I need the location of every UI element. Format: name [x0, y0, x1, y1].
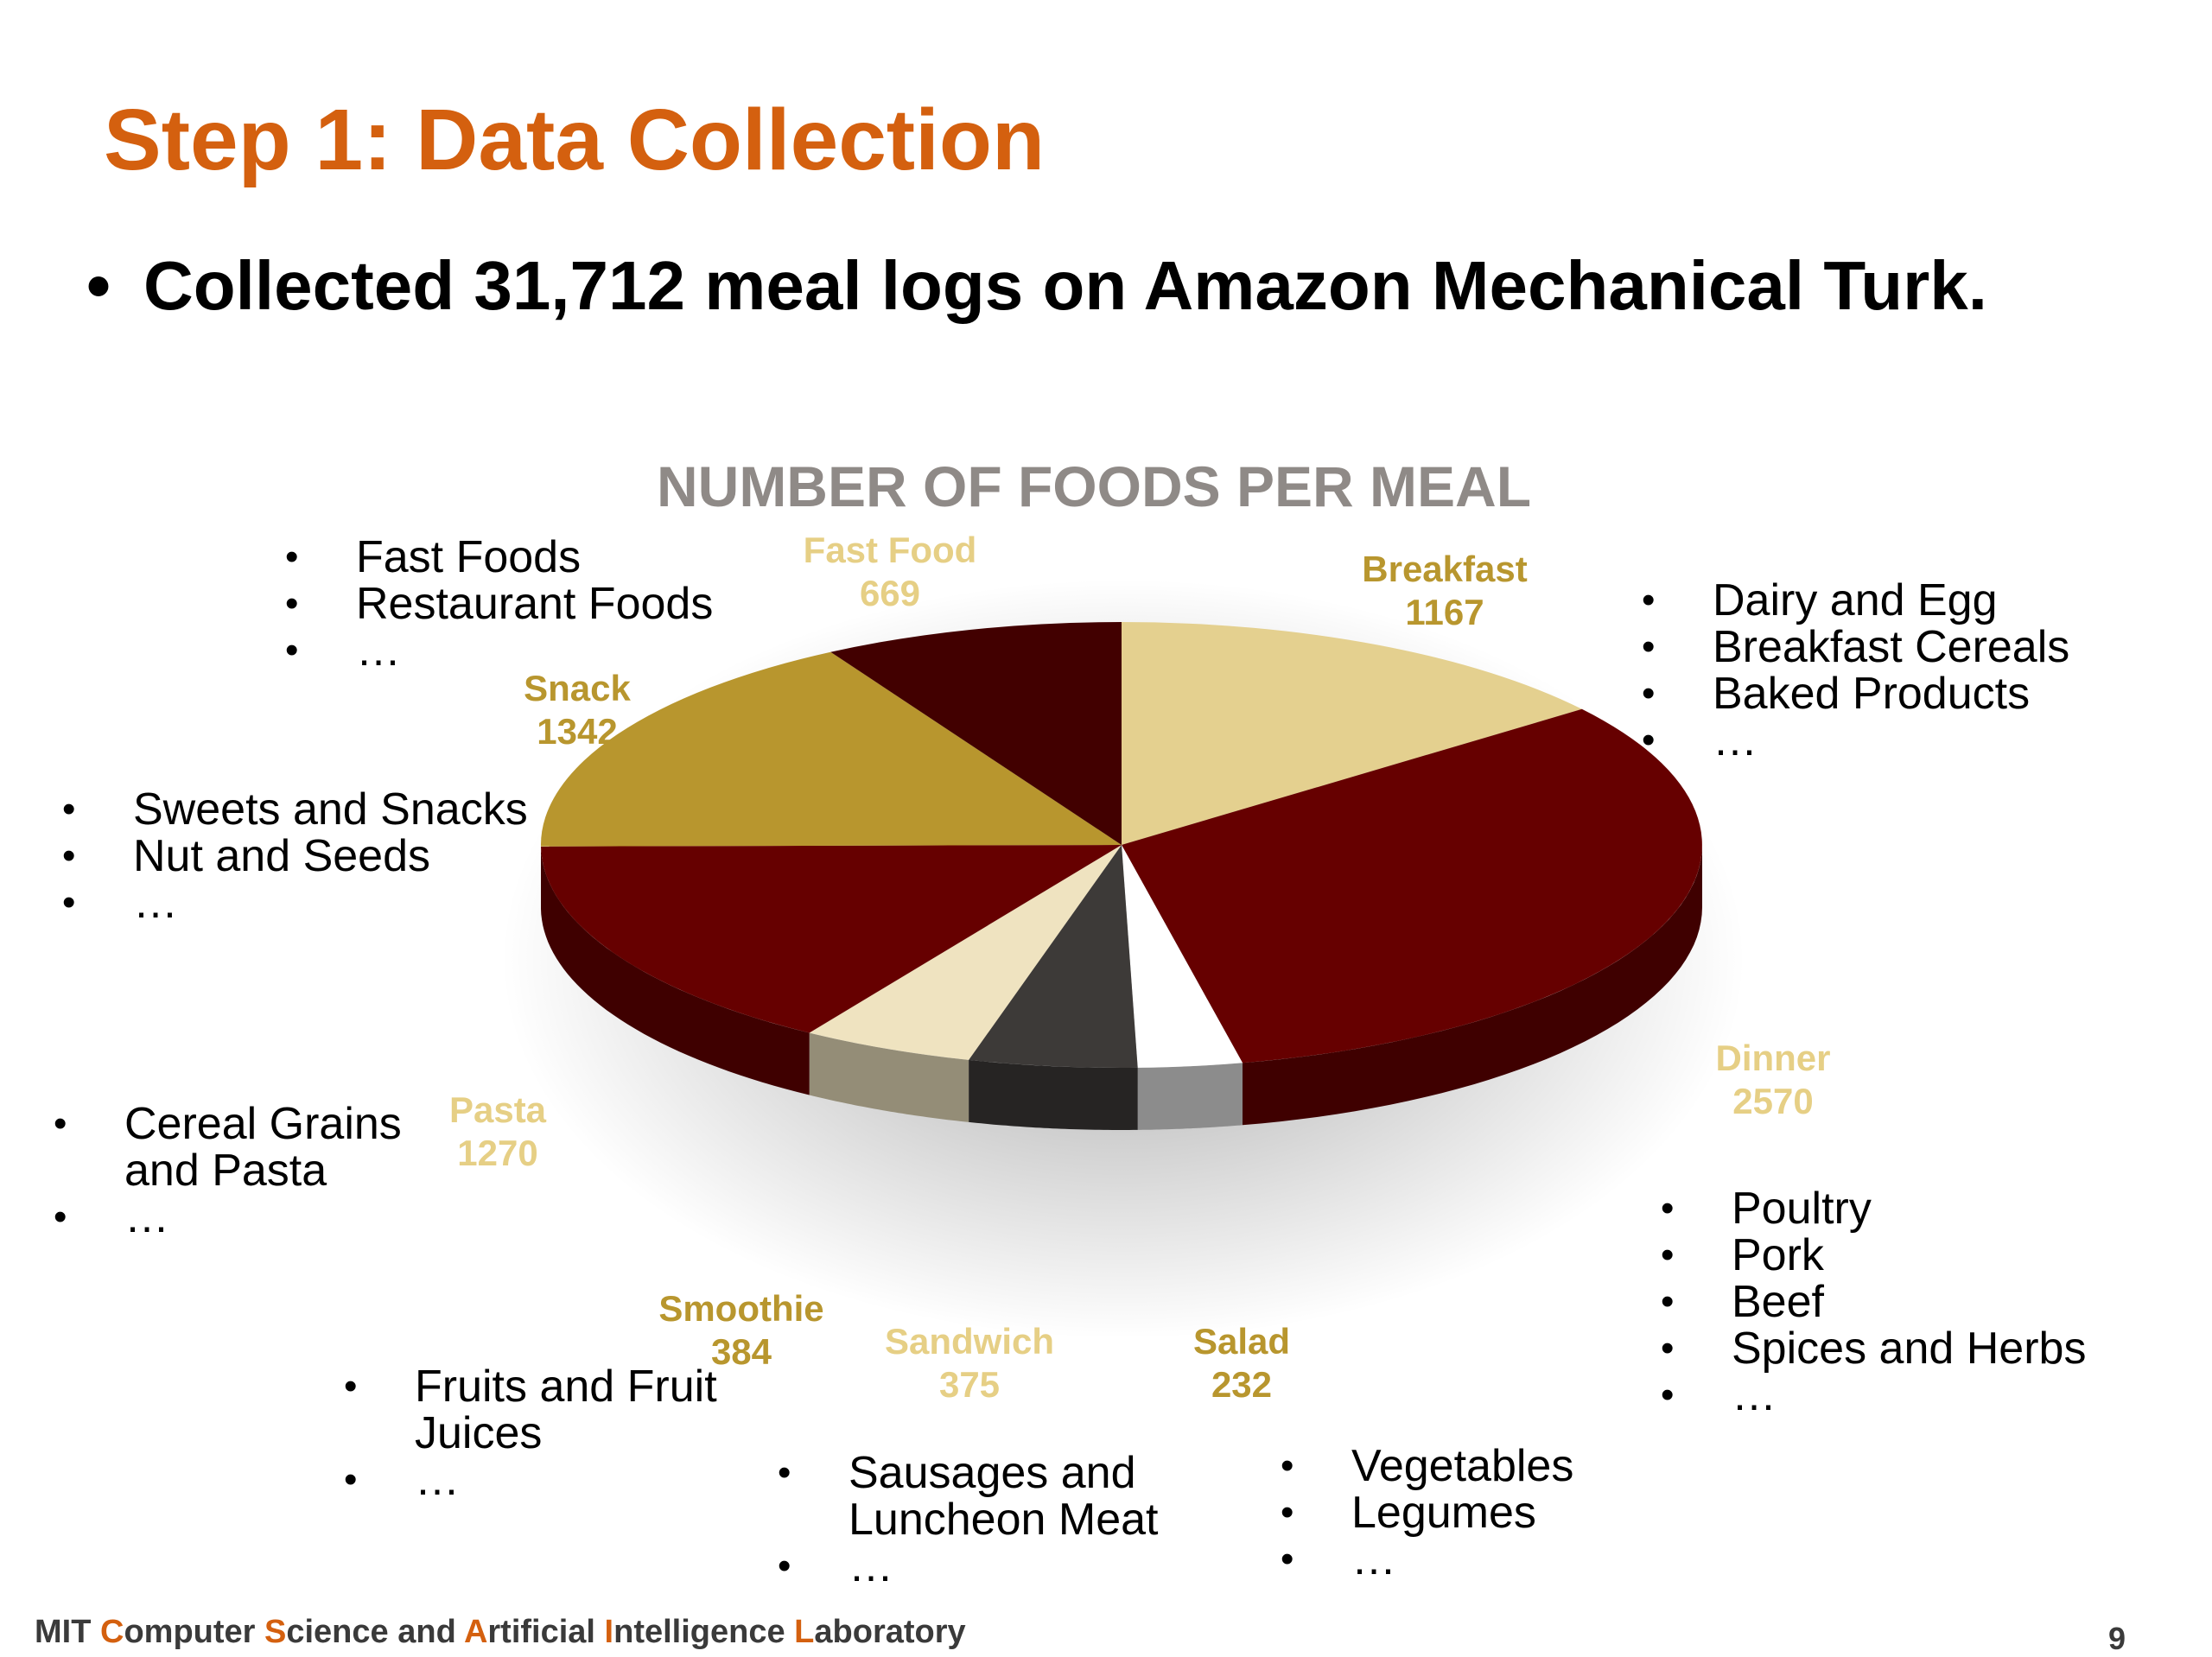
pie-slice-sandwich	[969, 845, 1138, 1068]
footer-text: rtificial	[487, 1614, 605, 1650]
note-smoothie: Fruits and Fruit Juices …	[344, 1363, 726, 1503]
note-item: Cereal Grains and Pasta	[54, 1101, 418, 1194]
note-item: Fruits and Fruit Juices	[344, 1363, 726, 1457]
note-item: Restaurant Foods	[285, 581, 713, 627]
note-item: …	[285, 627, 713, 674]
footer-text: ntelligence	[613, 1614, 795, 1650]
note-dinner: Poultry Pork Beef Spices and Herbs …	[1661, 1185, 2086, 1419]
slice-label-breakfast: Breakfast 1167	[1362, 548, 1527, 634]
slice-label-value: 1270	[457, 1133, 538, 1173]
footer-accent-letter: A	[463, 1614, 488, 1650]
note-item: Legumes	[1281, 1489, 1573, 1536]
note-snack: Sweets and Snacks Nut and Seeds …	[62, 786, 528, 926]
note-item: Vegetables	[1281, 1443, 1573, 1489]
note-salad: Vegetables Legumes …	[1281, 1443, 1573, 1583]
note-sandwich: Sausages and Luncheon Meat …	[778, 1450, 1185, 1590]
footer-text: MIT	[35, 1614, 100, 1650]
pie-slice-snack	[540, 651, 1122, 847]
slice-label-salad: Salad 232	[1193, 1320, 1290, 1406]
slice-label-value: 1342	[537, 711, 618, 752]
headline-bullet: • Collected 31,712 meal logs on Amazon Me…	[86, 246, 1987, 326]
note-item: Sausages and Luncheon Meat	[778, 1450, 1185, 1543]
bullet-dot: •	[86, 247, 111, 324]
pie-side-smoothie	[809, 1032, 969, 1122]
page-number: 9	[2107, 1621, 2126, 1656]
note-item: Breakfast Cereals	[1642, 624, 2069, 670]
pie-tops	[540, 622, 1702, 1068]
slice-label-name: Sandwich	[884, 1321, 1055, 1362]
footer-accent-letter: C	[99, 1614, 124, 1650]
note-item: Fast Foods	[285, 534, 713, 581]
note-item: Dairy and Egg	[1642, 577, 2069, 624]
footer-text: cience and	[286, 1614, 464, 1650]
headline-text: Collected 31,712 meal logs on Amazon Mec…	[143, 247, 1987, 324]
pie-slice-salad	[1122, 845, 1243, 1068]
note-item: …	[344, 1457, 726, 1503]
chart-title: NUMBER OF FOODS PER MEAL	[657, 454, 1532, 518]
note-fast-food: Fast Foods Restaurant Foods …	[285, 534, 713, 674]
footer-lab-name: MIT Computer Science and Artificial Inte…	[35, 1614, 966, 1651]
pie-side-sandwich	[969, 1059, 1138, 1130]
note-item: …	[62, 879, 528, 926]
slice-label-value: 669	[859, 573, 921, 613]
slice-label-name: Dinner	[1715, 1038, 1831, 1078]
slice-label-value: 2570	[1732, 1081, 1814, 1121]
note-item: …	[1281, 1536, 1573, 1583]
slice-label-value: 1167	[1405, 592, 1484, 632]
note-pasta: Cereal Grains and Pasta …	[54, 1101, 418, 1241]
note-item: …	[1642, 717, 2069, 764]
slice-label-dinner: Dinner 2570	[1715, 1037, 1830, 1123]
footer-accent-letter: L	[794, 1614, 815, 1650]
slice-label-value: 232	[1211, 1364, 1273, 1405]
slice-label-name: Smoothie	[658, 1288, 824, 1329]
footer-accent-letter: I	[604, 1614, 614, 1650]
pie-side-pasta	[541, 846, 810, 1095]
pie-slice-smoothie	[809, 845, 1122, 1060]
note-item: …	[54, 1194, 418, 1241]
pie-side-dinner	[1243, 845, 1702, 1126]
pie-slice-fast-food	[830, 622, 1122, 845]
slice-label-name: Pasta	[448, 1089, 547, 1130]
note-item: …	[1661, 1372, 2086, 1419]
note-item: Beef	[1661, 1279, 2086, 1325]
note-item: Nut and Seeds	[62, 833, 528, 879]
slice-label-fast-food: Fast Food 669	[804, 529, 977, 615]
slide-title: Step 1: Data Collection	[104, 92, 1046, 188]
note-breakfast: Dairy and Egg Breakfast Cereals Baked Pr…	[1642, 577, 2069, 764]
pie-sides	[541, 845, 1702, 1130]
note-item: Sweets and Snacks	[62, 786, 528, 833]
pie-slice-dinner	[1122, 708, 1702, 1063]
pie-slice-breakfast	[1122, 622, 1582, 845]
footer-text: omputer	[124, 1614, 264, 1650]
note-item: Pork	[1661, 1232, 2086, 1279]
slice-label-name: Breakfast	[1362, 549, 1528, 589]
slice-label-snack: Snack 1342	[524, 667, 631, 753]
slice-label-sandwich: Sandwich 375	[885, 1320, 1054, 1406]
pie-side-salad	[1137, 1063, 1243, 1130]
note-item: Poultry	[1661, 1185, 2086, 1232]
footer-accent-letter: S	[264, 1614, 287, 1650]
slice-label-value: 375	[938, 1364, 1001, 1405]
slice-label-name: Salad	[1192, 1321, 1291, 1362]
note-item: Spices and Herbs	[1661, 1325, 2086, 1372]
note-item: …	[778, 1543, 1185, 1590]
slice-label-smoothie: Smoothie 384	[658, 1287, 823, 1374]
note-item: Baked Products	[1642, 670, 2069, 717]
slice-label-name: Fast Food	[803, 530, 977, 570]
slice-label-pasta: Pasta 1270	[449, 1089, 546, 1175]
pie-slice-pasta	[541, 845, 1122, 1033]
slice-label-name: Snack	[524, 668, 631, 708]
footer-text: aboratory	[814, 1614, 966, 1650]
